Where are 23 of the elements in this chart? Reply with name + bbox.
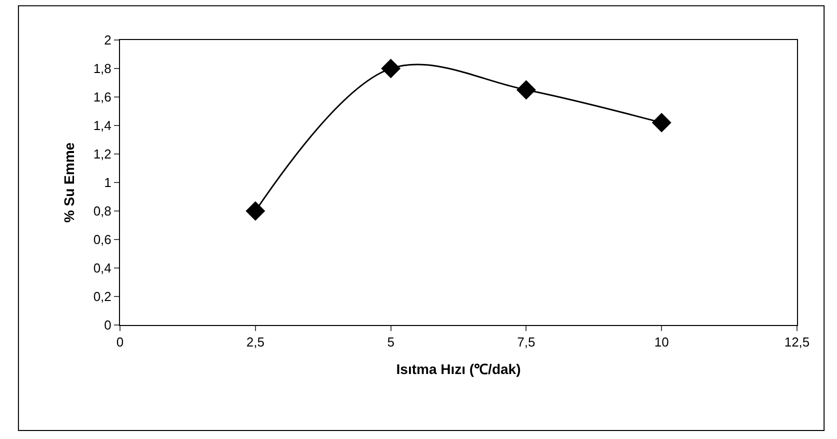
x-axis-title: Isıtma Hızı (℃/dak) [396, 360, 521, 377]
point [652, 112, 672, 132]
y-tick-label: 0,6 [93, 232, 112, 248]
y-tick-label: 0,8 [93, 204, 112, 219]
point [246, 201, 266, 221]
y-tick-label: 0,2 [93, 289, 112, 304]
y-tick-label: 2 [104, 32, 112, 48]
y-tick-label: 0,4 [93, 260, 112, 276]
x-tick-label: 10 [654, 334, 669, 350]
y-tick-label: 1,2 [93, 146, 112, 162]
y-tick-label: 1,4 [93, 118, 112, 134]
point [516, 80, 536, 100]
point [381, 58, 401, 78]
x-tick-label: 0 [116, 334, 124, 350]
x-tick-label: 12,5 [784, 334, 810, 350]
x-tick-label: 2,5 [246, 334, 264, 350]
y-tick-label: 1,6 [93, 90, 112, 105]
x-tick-label: 7,5 [517, 334, 536, 350]
y-tick-label: 1,8 [93, 61, 112, 76]
y-tick-label: 0 [104, 318, 112, 333]
y-axis-title: % Su Emme [60, 142, 77, 223]
y-tick-label: 1 [104, 175, 112, 190]
x-tick-label: 5 [387, 334, 394, 350]
